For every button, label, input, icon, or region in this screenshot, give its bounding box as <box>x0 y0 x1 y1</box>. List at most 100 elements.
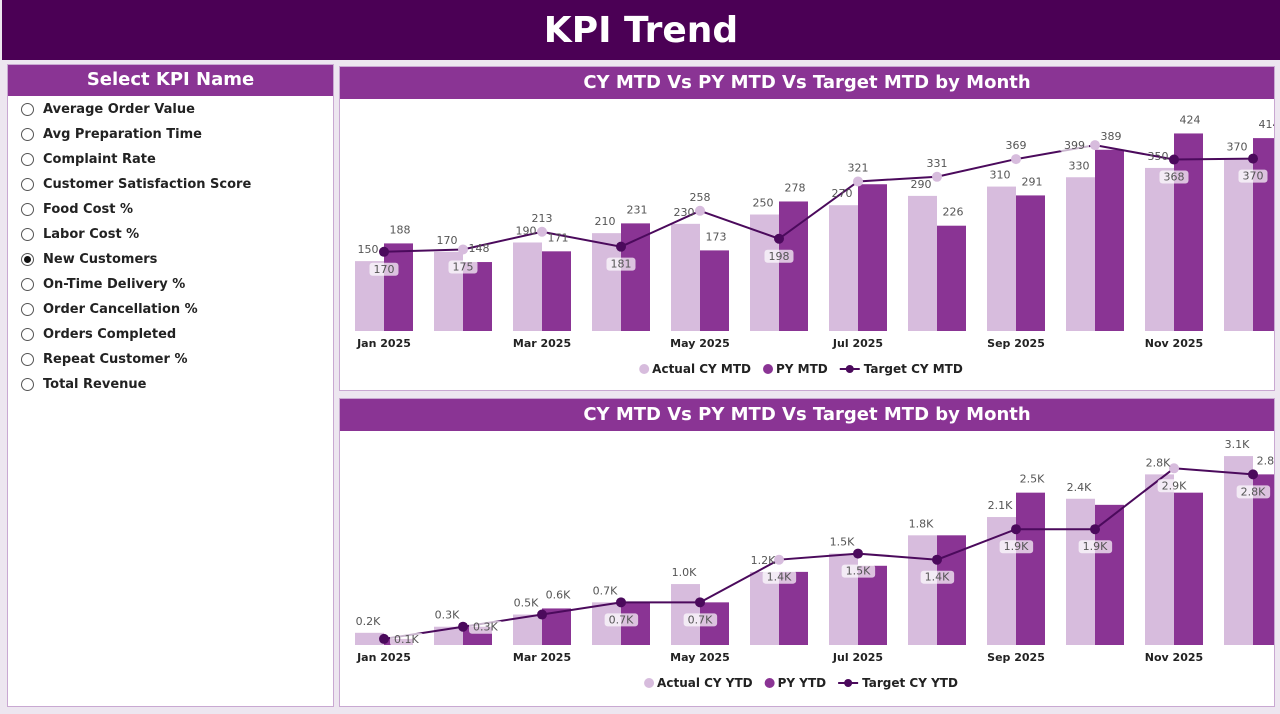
actual-bar <box>908 195 937 331</box>
kpi-option[interactable]: On-Time Delivery % <box>8 272 333 297</box>
target-marker <box>1169 154 1179 165</box>
radio-button[interactable] <box>21 303 34 316</box>
kpi-option-label: Order Cancellation % <box>43 302 198 317</box>
legend: Actual CY YTD PY YTD Target CY YTD <box>644 676 958 690</box>
kpi-option[interactable]: Labor Cost % <box>8 222 333 247</box>
actual-label: 3.1K <box>1225 438 1250 451</box>
radio-button[interactable] <box>21 228 34 241</box>
actual-label: 290 <box>911 178 932 191</box>
radio-button[interactable] <box>21 353 34 366</box>
actual-label: 0.5K <box>514 597 539 610</box>
py-bar <box>542 251 571 331</box>
x-tick-label: Sep 2025 <box>987 651 1045 664</box>
actual-bar <box>355 632 384 645</box>
kpi-option[interactable]: Orders Completed <box>8 322 333 347</box>
actual-bar <box>671 223 700 331</box>
actual-bar <box>987 186 1016 331</box>
target-label-box <box>390 632 424 646</box>
radio-button[interactable] <box>21 178 34 191</box>
radio-button[interactable] <box>21 278 34 291</box>
target-label-box <box>448 260 478 274</box>
target-label-box <box>920 570 955 584</box>
target-marker <box>1090 140 1100 151</box>
kpi-option[interactable]: Food Cost % <box>8 197 333 222</box>
radio-button[interactable] <box>21 253 34 266</box>
actual-bar <box>434 626 463 645</box>
target-label: 0.3K <box>473 621 498 634</box>
py-bar <box>463 262 492 331</box>
actual-label: 2.8K <box>1146 456 1171 469</box>
bars <box>355 133 1280 331</box>
py-label: 173 <box>706 230 727 243</box>
target-marker <box>616 241 626 252</box>
py-bar <box>1174 133 1203 331</box>
radio-button[interactable] <box>21 328 34 341</box>
actual-label: 310 <box>990 169 1011 182</box>
target-label: 368 <box>1164 171 1185 184</box>
data-labels: Jan 2025 Mar 2025 May 2025 Jul 2025 Sep 2025… <box>356 113 1279 350</box>
py-label: 424 <box>1180 113 1201 126</box>
target-marker <box>616 597 626 608</box>
target-marker <box>537 609 547 620</box>
legend-label: Target CY YTD <box>862 676 958 690</box>
target-label-box <box>527 211 557 225</box>
actual-bar <box>1066 498 1095 645</box>
actual-label: 0.3K <box>435 609 460 622</box>
kpi-option[interactable]: New Customers <box>8 247 333 272</box>
kpi-option[interactable]: Complaint Rate <box>8 147 333 172</box>
kpi-option-list: Average Order Value Avg Preparation Time C… <box>8 96 333 397</box>
target-label-box <box>1078 540 1113 554</box>
target-label-box <box>1060 139 1089 153</box>
actual-bar <box>1145 167 1174 331</box>
actual-bar <box>908 535 937 645</box>
actual-label: 0.2K <box>356 615 381 628</box>
kpi-option-label: Avg Preparation Time <box>43 127 202 142</box>
radio-button[interactable] <box>21 203 34 216</box>
target-marker <box>774 233 784 244</box>
kpi-option[interactable]: Total Revenue <box>8 372 333 397</box>
target-marker <box>853 176 863 187</box>
kpi-option[interactable]: Order Cancellation % <box>8 297 333 322</box>
target-label: 258 <box>690 191 711 204</box>
py-bar <box>1095 149 1124 331</box>
kpi-option[interactable]: Repeat Customer % <box>8 347 333 372</box>
x-tick-label: Jan 2025 <box>356 651 411 664</box>
target-label: 331 <box>927 157 948 170</box>
target-marker <box>1169 463 1179 474</box>
radio-button[interactable] <box>21 378 34 391</box>
target-label: 1.4K <box>925 571 950 584</box>
kpi-option[interactable]: Average Order Value <box>8 97 333 122</box>
kpi-option-label: Orders Completed <box>43 327 177 342</box>
radio-button[interactable] <box>21 153 34 166</box>
legend-label: PY MTD <box>776 362 828 376</box>
kpi-option[interactable]: Customer Satisfaction Score <box>8 172 333 197</box>
target-label: 1.9K <box>1083 540 1108 553</box>
x-tick-label: Mar 2025 <box>513 337 571 350</box>
kpi-option[interactable]: Avg Preparation Time <box>8 122 333 147</box>
chart-title: CY MTD Vs PY MTD Vs Target MTD by Month <box>340 399 1274 431</box>
actual-label: 1.8K <box>909 517 934 530</box>
target-marker <box>458 244 468 255</box>
target-label: 2.8K <box>1241 485 1266 498</box>
target-label: 181 <box>611 258 632 271</box>
py-bar <box>1016 492 1045 645</box>
actual-label: 230 <box>674 206 695 219</box>
target-label: 0.7K <box>609 613 634 626</box>
kpi-option-label: Complaint Rate <box>43 152 156 167</box>
target-label: 213 <box>532 212 553 225</box>
target-label: 1.5K <box>846 565 871 578</box>
mtd-chart: Jan 2025 Mar 2025 May 2025 Jul 2025 Sep 2025… <box>355 113 1280 376</box>
target-label: 0.1K <box>394 633 419 646</box>
legend-dot-icon <box>764 678 775 688</box>
target-label-box <box>1157 479 1192 493</box>
target-series <box>379 140 1258 257</box>
radio-button[interactable] <box>21 128 34 141</box>
x-tick-label: Jul 2025 <box>832 651 883 664</box>
target-label-box <box>604 613 639 627</box>
radio-button[interactable] <box>21 103 34 116</box>
target-marker <box>1011 154 1021 165</box>
target-marker <box>1011 524 1021 535</box>
target-label: 175 <box>453 260 474 273</box>
py-bar <box>384 243 413 331</box>
target-line <box>383 467 1254 640</box>
